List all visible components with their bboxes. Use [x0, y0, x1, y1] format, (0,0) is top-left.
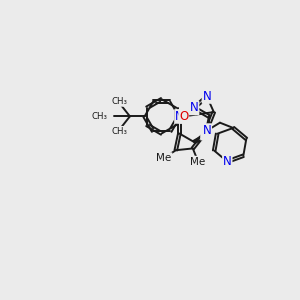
- Text: N: N: [175, 110, 184, 123]
- Text: N: N: [201, 127, 210, 140]
- Text: Me: Me: [156, 153, 172, 163]
- Text: N: N: [202, 90, 211, 103]
- Text: N: N: [190, 101, 199, 114]
- Text: Me: Me: [190, 157, 206, 166]
- Text: N: N: [223, 155, 232, 168]
- Text: CH₃: CH₃: [112, 127, 127, 136]
- Text: N: N: [202, 124, 211, 137]
- Text: CH₃: CH₃: [92, 112, 108, 121]
- Text: O: O: [179, 110, 188, 123]
- Text: CH₃: CH₃: [112, 97, 127, 106]
